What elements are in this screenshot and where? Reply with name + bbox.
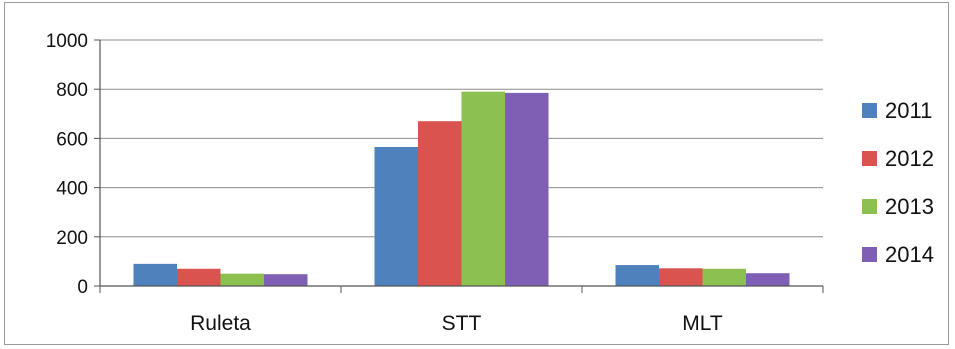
bar-stt-2012 — [418, 121, 462, 287]
legend-label: 2011 — [885, 98, 932, 123]
legend-label: 2013 — [885, 194, 934, 219]
y-tick-labels: 0 200 400 600 800 1000 — [46, 31, 88, 298]
bar-mlt-2014 — [746, 273, 790, 286]
y-tick-label: 1000 — [46, 31, 88, 52]
bar-ruleta-2011 — [133, 263, 177, 286]
bar-ruleta-2014 — [264, 274, 308, 286]
y-tick-label: 600 — [56, 129, 88, 150]
bar-stt-2013 — [461, 91, 505, 286]
bar-ruleta-2012 — [177, 268, 221, 286]
x-category-label: MLT — [682, 312, 723, 335]
bar-mlt-2013 — [702, 268, 746, 286]
legend: 2011 2012 2013 2014 — [862, 98, 934, 267]
y-tick-label: 800 — [56, 80, 88, 101]
legend-label: 2014 — [885, 242, 934, 267]
y-tick-label: 200 — [56, 228, 88, 249]
y-tick-label: 0 — [77, 277, 88, 298]
bar-mlt-2011 — [615, 265, 659, 286]
bar-mlt-2012 — [659, 268, 703, 286]
axes — [94, 39, 824, 293]
y-tick-label: 400 — [56, 179, 88, 200]
legend-label: 2012 — [885, 146, 934, 171]
bar-ruleta-2013 — [220, 273, 264, 286]
legend-swatch-2012 — [862, 151, 877, 166]
x-category-label: STT — [442, 312, 482, 335]
legend-swatch-2014 — [862, 247, 877, 262]
bar-stt-2014 — [505, 92, 549, 286]
legend-swatch-2013 — [862, 199, 877, 214]
x-category-labels: Ruleta STT MLT — [190, 312, 723, 335]
bars — [133, 91, 790, 287]
bar-stt-2011 — [374, 147, 418, 286]
legend-swatch-2011 — [862, 103, 877, 118]
x-category-label: Ruleta — [190, 312, 251, 335]
